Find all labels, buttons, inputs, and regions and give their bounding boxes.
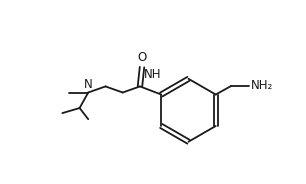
Text: N: N	[84, 79, 93, 91]
Text: NH: NH	[144, 68, 161, 81]
Text: NH₂: NH₂	[251, 79, 273, 92]
Text: O: O	[137, 51, 147, 64]
